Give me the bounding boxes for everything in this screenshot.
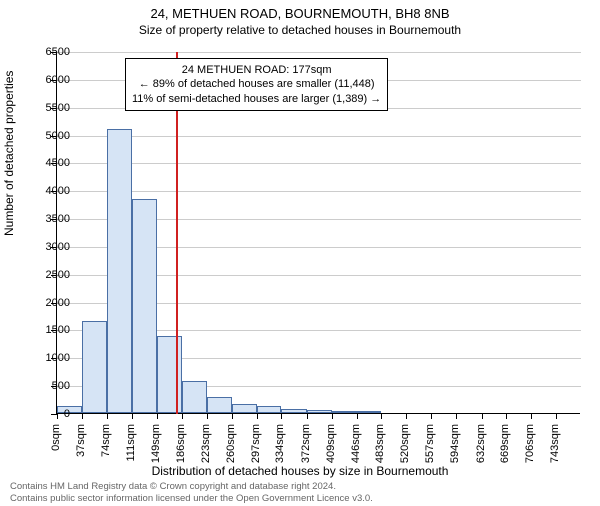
x-tick xyxy=(332,413,333,419)
histogram-bar xyxy=(82,321,107,413)
y-gridline xyxy=(57,136,581,137)
y-tick-label: 6500 xyxy=(30,46,70,58)
x-tick xyxy=(107,413,108,419)
x-tick xyxy=(381,413,382,419)
histogram-bar xyxy=(107,129,132,413)
x-tick xyxy=(506,413,507,419)
x-tick-label: 223sqm xyxy=(200,424,212,484)
y-tick-label: 2500 xyxy=(30,269,70,281)
x-tick-label: 111sqm xyxy=(125,424,137,484)
y-tick-label: 3500 xyxy=(30,213,70,225)
x-tick xyxy=(556,413,557,419)
x-tick xyxy=(232,413,233,419)
x-tick-label: 632sqm xyxy=(475,424,487,484)
x-tick-label: 594sqm xyxy=(449,424,461,484)
x-tick xyxy=(132,413,133,419)
y-tick-label: 5500 xyxy=(30,102,70,114)
histogram-bar xyxy=(182,381,207,413)
annotation-line: 24 METHUEN ROAD: 177sqm xyxy=(132,63,381,77)
x-tick xyxy=(482,413,483,419)
chart-area: 24 METHUEN ROAD: 177sqm← 89% of detached… xyxy=(56,52,580,414)
x-tick xyxy=(456,413,457,419)
x-tick-label: 334sqm xyxy=(274,424,286,484)
x-tick xyxy=(431,413,432,419)
page-title: 24, METHUEN ROAD, BOURNEMOUTH, BH8 8NB xyxy=(0,6,600,21)
x-tick xyxy=(357,413,358,419)
x-tick xyxy=(307,413,308,419)
x-tick-label: 260sqm xyxy=(225,424,237,484)
x-tick-label: 743sqm xyxy=(549,424,561,484)
x-tick-label: 706sqm xyxy=(524,424,536,484)
x-tick xyxy=(207,413,208,419)
y-tick-label: 6000 xyxy=(30,74,70,86)
y-gridline xyxy=(57,163,581,164)
annotation-line: 11% of semi-detached houses are larger (… xyxy=(132,92,381,106)
x-tick-label: 557sqm xyxy=(424,424,436,484)
x-tick xyxy=(406,413,407,419)
x-tick xyxy=(182,413,183,419)
x-tick-label: 520sqm xyxy=(399,424,411,484)
y-tick-label: 2000 xyxy=(30,297,70,309)
histogram-bar xyxy=(281,409,307,413)
y-gridline xyxy=(57,191,581,192)
x-tick xyxy=(531,413,532,419)
histogram-bar xyxy=(207,397,232,413)
x-tick xyxy=(257,413,258,419)
histogram-bar xyxy=(307,410,332,413)
y-tick-label: 0 xyxy=(30,408,70,420)
y-tick-label: 1500 xyxy=(30,324,70,336)
x-tick xyxy=(281,413,282,419)
x-tick-label: 186sqm xyxy=(175,424,187,484)
histogram-bar xyxy=(157,336,182,413)
footer-attribution: Contains HM Land Registry data © Crown c… xyxy=(10,481,373,504)
histogram-bar xyxy=(132,199,158,413)
y-tick-label: 3000 xyxy=(30,241,70,253)
y-tick-label: 4500 xyxy=(30,157,70,169)
footer-line-1: Contains HM Land Registry data © Crown c… xyxy=(10,481,373,492)
x-tick-label: 37sqm xyxy=(75,424,87,484)
page-subtitle: Size of property relative to detached ho… xyxy=(0,23,600,37)
x-tick-label: 297sqm xyxy=(250,424,262,484)
x-tick xyxy=(82,413,83,419)
x-tick-label: 149sqm xyxy=(150,424,162,484)
histogram-bar xyxy=(232,404,257,413)
annotation-box: 24 METHUEN ROAD: 177sqm← 89% of detached… xyxy=(125,58,388,111)
x-tick-label: 372sqm xyxy=(300,424,312,484)
x-tick-label: 74sqm xyxy=(100,424,112,484)
x-tick-label: 446sqm xyxy=(350,424,362,484)
x-tick-label: 669sqm xyxy=(499,424,511,484)
histogram-bar xyxy=(357,411,382,413)
x-tick xyxy=(157,413,158,419)
footer-line-2: Contains public sector information licen… xyxy=(10,493,373,504)
y-tick-label: 4000 xyxy=(30,185,70,197)
y-tick-label: 1000 xyxy=(30,352,70,364)
histogram-bar xyxy=(257,406,282,413)
x-tick-label: 483sqm xyxy=(374,424,386,484)
chart-container: 24, METHUEN ROAD, BOURNEMOUTH, BH8 8NB S… xyxy=(0,6,600,506)
y-tick-label: 500 xyxy=(30,380,70,392)
annotation-line: ← 89% of detached houses are smaller (11… xyxy=(132,77,381,91)
y-tick-label: 5000 xyxy=(30,130,70,142)
y-axis-label: Number of detached properties xyxy=(2,71,16,236)
x-tick-label: 409sqm xyxy=(325,424,337,484)
plot-area: 24 METHUEN ROAD: 177sqm← 89% of detached… xyxy=(56,52,580,414)
y-gridline xyxy=(57,52,581,53)
x-tick-label: 0sqm xyxy=(50,424,62,484)
histogram-bar xyxy=(332,411,357,413)
